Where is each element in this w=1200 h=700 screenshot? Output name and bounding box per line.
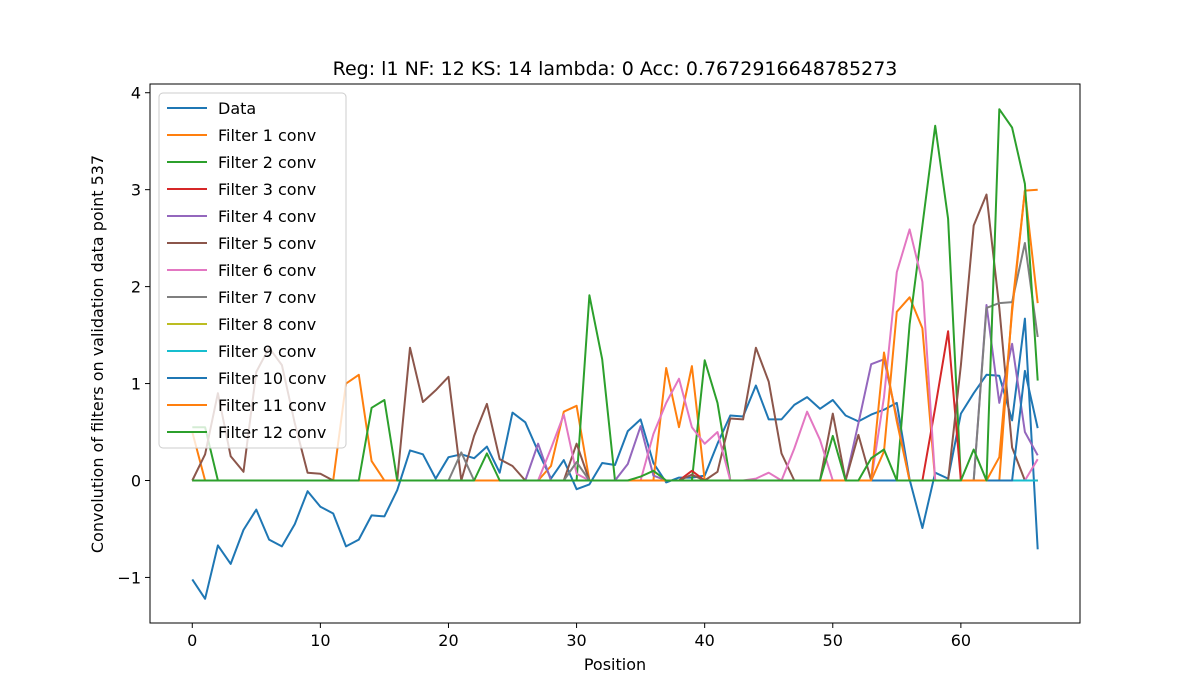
- y-tick-label: 0: [131, 471, 141, 490]
- x-tick-label: 50: [823, 631, 843, 650]
- y-tick-label: −1: [117, 568, 141, 587]
- legend-item: Filter 4 conv: [167, 207, 316, 226]
- y-tick-label: 3: [131, 181, 141, 200]
- legend: Data Filter 1 conv Filter 2 conv Filter 3 c…: [158, 92, 347, 449]
- legend-item: Filter 12 conv: [167, 423, 326, 442]
- x-tick-label: 10: [310, 631, 330, 650]
- legend-label: Filter 11 conv: [218, 396, 326, 415]
- y-tick-label: 4: [131, 84, 141, 103]
- x-tick-label: 60: [951, 631, 971, 650]
- legend-label: Filter 9 conv: [218, 342, 316, 361]
- legend-item: Filter 2 conv: [167, 153, 316, 172]
- legend-item: Filter 8 conv: [167, 315, 316, 334]
- series-line-1: [191, 317, 1039, 600]
- legend-label: Filter 12 conv: [218, 423, 326, 442]
- y-tick-label: 2: [131, 278, 141, 297]
- legend-box: [158, 92, 347, 449]
- x-tick-label: 40: [694, 631, 714, 650]
- y-tick-label: 1: [131, 375, 141, 394]
- legend-label: Filter 6 conv: [218, 261, 316, 280]
- x-tick-label: 0: [187, 631, 197, 650]
- plot-area: [149, 83, 1081, 624]
- legend-label: Filter 8 conv: [218, 315, 316, 334]
- x-axis-title: Position: [584, 655, 646, 674]
- legend-item: Filter 7 conv: [167, 288, 316, 307]
- legend-item: Filter 9 conv: [167, 342, 316, 361]
- legend-item: Data: [167, 99, 256, 118]
- chart-title: Reg: l1 NF: 12 KS: 14 lambda: 0 Acc: 0.7…: [333, 58, 898, 80]
- legend-item: Filter 1 conv: [167, 126, 316, 145]
- x-tick-label: 30: [566, 631, 586, 650]
- x-tick-label: 20: [438, 631, 458, 650]
- x-axis: 0 10 20 30 40 50 60: [187, 623, 971, 650]
- legend-item: Filter 5 conv: [167, 234, 316, 253]
- legend-label: Filter 7 conv: [218, 288, 316, 307]
- legend-item: Filter 6 conv: [167, 261, 316, 280]
- y-axis-title: Convolution of filters on validation dat…: [88, 155, 107, 553]
- legend-label: Filter 10 conv: [218, 369, 326, 388]
- axes-frame: [149, 83, 1081, 624]
- legend-label: Filter 4 conv: [218, 207, 316, 226]
- y-axis: −1 0 1 2 3 4: [117, 84, 150, 587]
- series-lines: [191, 108, 1039, 600]
- legend-item: Filter 11 conv: [167, 396, 326, 415]
- series-line-13: [192, 108, 1039, 482]
- legend-label: Filter 3 conv: [218, 180, 316, 199]
- legend-label: Filter 5 conv: [218, 234, 316, 253]
- legend-item: Filter 10 conv: [167, 369, 326, 388]
- legend-label: Filter 1 conv: [218, 126, 316, 145]
- legend-item: Filter 3 conv: [167, 180, 316, 199]
- legend-label: Filter 2 conv: [218, 153, 316, 172]
- legend-label: Data: [218, 99, 256, 118]
